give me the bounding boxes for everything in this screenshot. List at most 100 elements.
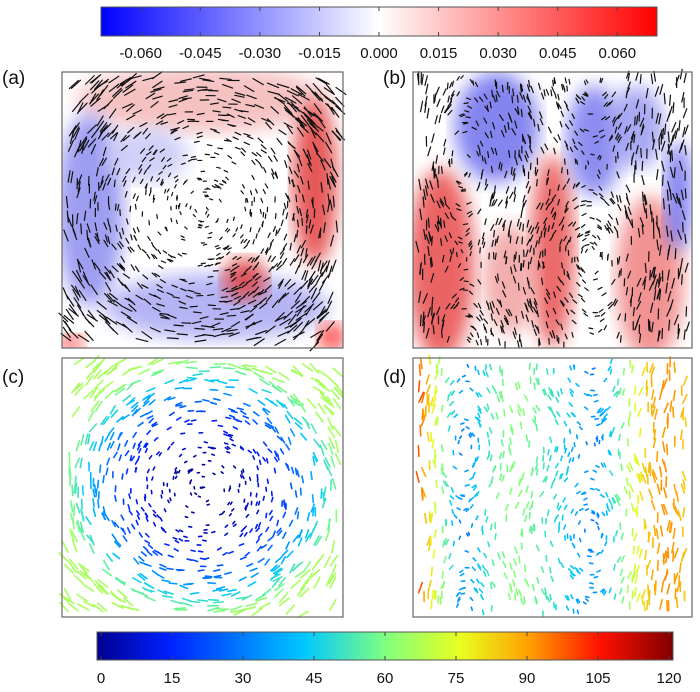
vector-arrow: [103, 364, 114, 375]
vector-arrow: [576, 570, 581, 575]
vector-arrow: [640, 147, 643, 158]
vector-arrow: [472, 485, 478, 491]
vector-arrow: [192, 311, 202, 314]
vector-arrow: [156, 177, 161, 182]
vector-arrow: [323, 486, 327, 498]
vector-arrow: [450, 303, 456, 310]
vector-arrow: [603, 413, 608, 418]
vector-arrow: [519, 92, 524, 100]
vector-arrow: [289, 482, 293, 490]
vector-arrow: [488, 427, 493, 434]
vector-arrow: [578, 141, 583, 146]
vector-arrow: [230, 605, 243, 611]
vector-arrow: [534, 324, 540, 332]
vector-arrow: [567, 451, 571, 457]
vector-arrow: [318, 77, 330, 85]
vector-arrow: [261, 117, 271, 123]
vector-arrow: [102, 506, 106, 515]
vector-arrow: [610, 191, 614, 198]
vector-arrow: [603, 408, 608, 414]
vector-arrow: [469, 432, 473, 437]
vector-arrow: [218, 588, 229, 592]
vector-arrow: [217, 98, 227, 103]
vector-arrow: [463, 268, 469, 271]
vector-arrow: [641, 224, 644, 235]
vector-arrow: [508, 115, 513, 123]
vector-arrow: [419, 208, 423, 221]
vector-arrow: [516, 94, 519, 103]
vector-arrow: [445, 538, 450, 546]
vector-arrow: [486, 403, 490, 411]
vector-arrow: [116, 263, 123, 270]
vector-arrow: [677, 328, 681, 340]
vector-arrow: [194, 208, 198, 213]
vector-arrow: [118, 454, 122, 462]
vector-arrow: [174, 81, 187, 84]
vector-arrow: [159, 567, 167, 571]
vector-arrow: [334, 387, 345, 398]
vector-arrow: [582, 93, 588, 97]
vector-arrow: [498, 114, 504, 121]
vector-arrow: [603, 377, 608, 383]
vector-arrow: [435, 479, 438, 489]
vector-arrow: [317, 260, 322, 272]
vector-arrow: [434, 385, 437, 395]
vector-arrow: [458, 587, 464, 591]
vector-arrow: [320, 159, 326, 171]
vector-arrow: [324, 457, 331, 468]
vector-arrow: [589, 487, 595, 491]
vector-arrow: [571, 113, 575, 120]
vector-arrow: [167, 446, 171, 451]
vector-arrow: [659, 466, 663, 478]
vector-arrow: [569, 391, 574, 397]
vector-arrow: [232, 216, 235, 221]
vector-arrow: [162, 595, 174, 599]
vector-arrow: [179, 211, 182, 216]
vector-arrow: [424, 185, 428, 197]
vector-arrow: [511, 95, 514, 104]
vector-arrow: [606, 406, 611, 411]
vector-arrow: [620, 555, 626, 563]
vector-arrow: [272, 576, 283, 583]
vector-arrow: [137, 244, 142, 251]
vector-arrow: [135, 499, 139, 505]
vector-arrow: [194, 400, 203, 403]
vector-arrow: [239, 234, 244, 239]
vector-arrow: [547, 126, 552, 134]
vector-arrow: [485, 516, 489, 523]
vector-arrow: [649, 461, 652, 473]
vector-arrow: [75, 439, 81, 452]
vector-arrow: [65, 308, 74, 320]
vector-arrow: [449, 379, 455, 386]
vector-arrow: [615, 132, 620, 140]
vector-arrow: [516, 106, 520, 115]
vector-arrow: [592, 278, 598, 281]
vector-arrow: [197, 88, 208, 92]
vector-arrow: [209, 102, 220, 105]
vector-arrow: [503, 572, 508, 580]
vector-arrow: [260, 544, 268, 549]
vector-arrow: [575, 94, 581, 99]
vector-arrow: [651, 131, 654, 143]
vector-arrow: [212, 328, 224, 331]
vector-arrow: [424, 512, 427, 524]
vector-arrow: [616, 134, 621, 141]
vector-arrow: [512, 460, 516, 469]
vector-arrow: [680, 189, 684, 201]
vector-arrow: [291, 95, 303, 105]
vector-arrow: [494, 252, 497, 261]
vector-arrow: [119, 263, 126, 270]
vector-arrow: [151, 253, 155, 259]
vector-arrow: [675, 491, 679, 503]
vector-arrow: [102, 416, 110, 426]
vector-arrow: [546, 509, 550, 517]
vector-arrow: [588, 189, 594, 191]
vector-arrow: [574, 227, 580, 231]
vector-arrow: [158, 171, 163, 175]
colorbar-tick-label: 0.030: [479, 45, 517, 62]
vector-arrow: [577, 454, 581, 459]
vector-arrow: [226, 588, 237, 593]
vector-arrow: [510, 166, 513, 175]
vector-arrow: [517, 404, 522, 412]
vector-arrow: [663, 487, 668, 499]
